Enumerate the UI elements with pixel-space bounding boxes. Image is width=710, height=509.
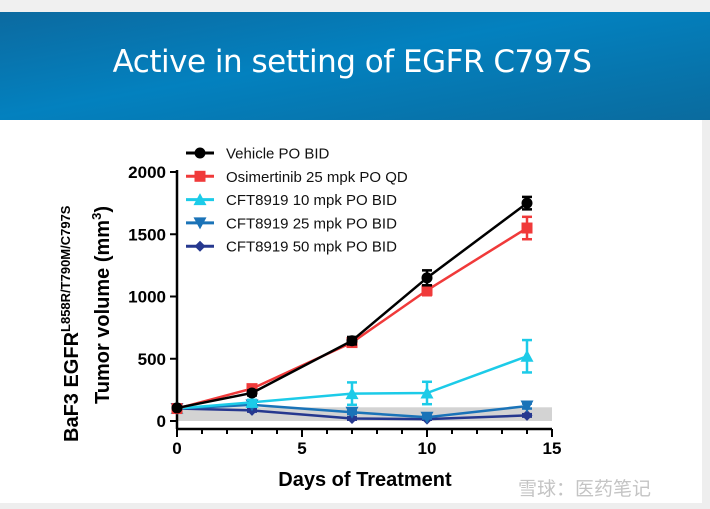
data-point: [420, 386, 434, 399]
legend-label: Vehicle PO BID: [226, 146, 330, 163]
legend-label: CFT8919 10 mpk PO BID: [226, 192, 397, 209]
legend-item: CFT8919 25 mpk PO BID: [186, 215, 397, 232]
x-tick-label: 15: [543, 439, 562, 458]
series-cft8919-10-mpk-po-bid: [170, 338, 534, 415]
y-tick-label: 1000: [128, 288, 166, 307]
legend-marker: [194, 240, 206, 252]
y-label-close: ): [92, 206, 114, 213]
data-point: [421, 284, 433, 296]
x-axis-label: Days of Treatment: [278, 469, 452, 491]
legend-marker: [194, 170, 206, 182]
legend-label: Osimertinib 25 mpk PO QD: [226, 169, 408, 186]
data-point: [520, 400, 534, 413]
data-point: [346, 335, 358, 347]
data-point: [171, 402, 183, 414]
slide-title: Active in setting of EGFR C797S: [112, 44, 592, 80]
y-label-superscript: L858R/T790M/C797S: [58, 205, 73, 332]
data-point: [245, 395, 259, 408]
legend: Vehicle PO BID Osimertinib 25 mpk PO QD CF…: [186, 146, 408, 256]
series-line: [176, 202, 528, 410]
data-point: [520, 349, 534, 362]
slide-header: [0, 12, 710, 120]
legend-item: CFT8919 50 mpk PO BID: [186, 239, 397, 256]
y-label-main: BaF3 EGFR: [61, 331, 83, 442]
legend-item: Vehicle PO BID: [186, 146, 330, 163]
data-point: [246, 387, 258, 399]
legend-marker: [194, 147, 206, 159]
series-vehicle-po-bid: [171, 195, 533, 414]
x-tick-label: 5: [297, 439, 306, 458]
data-point: [420, 411, 434, 424]
y-axis-label-line1: BaF3 EGFRL858R/T790M/C797S: [58, 205, 83, 442]
y-tick-label: 1500: [128, 225, 166, 244]
legend-item: CFT8919 10 mpk PO BID: [186, 192, 397, 209]
legend-marker: [193, 217, 207, 230]
right-border: [702, 120, 710, 509]
x-tick-label: 0: [172, 439, 181, 458]
svg-text:Tumor volume (mm3): Tumor volume (mm3): [89, 206, 114, 404]
data-point: [521, 197, 533, 209]
data-point: [345, 406, 359, 419]
data-point: [421, 272, 433, 284]
y-tick-label: 2000: [128, 163, 166, 182]
legend-marker: [193, 193, 207, 206]
svg-text:BaF3 EGFRL858R/T790M/C797S: BaF3 EGFRL858R/T790M/C797S: [58, 205, 83, 442]
x-tick-label: 10: [418, 439, 437, 458]
y-label-cube: 3: [89, 213, 104, 220]
legend-label: CFT8919 50 mpk PO BID: [226, 239, 397, 256]
y-axis-label-line2: Tumor volume (mm3): [89, 206, 114, 404]
bottom-border: [0, 503, 710, 509]
y-label-tumor: Tumor volume (mm: [92, 220, 114, 404]
watermark: 雪球：医药笔记: [518, 478, 652, 500]
data-point: [345, 387, 359, 400]
top-strip: [0, 0, 710, 12]
legend-label: CFT8919 25 mpk PO BID: [226, 215, 397, 232]
y-tick-label: 500: [138, 350, 166, 369]
legend-item: Osimertinib 25 mpk PO QD: [186, 169, 408, 186]
y-tick-label: 0: [157, 412, 166, 431]
data-point: [521, 222, 533, 234]
data-point: [521, 409, 533, 421]
